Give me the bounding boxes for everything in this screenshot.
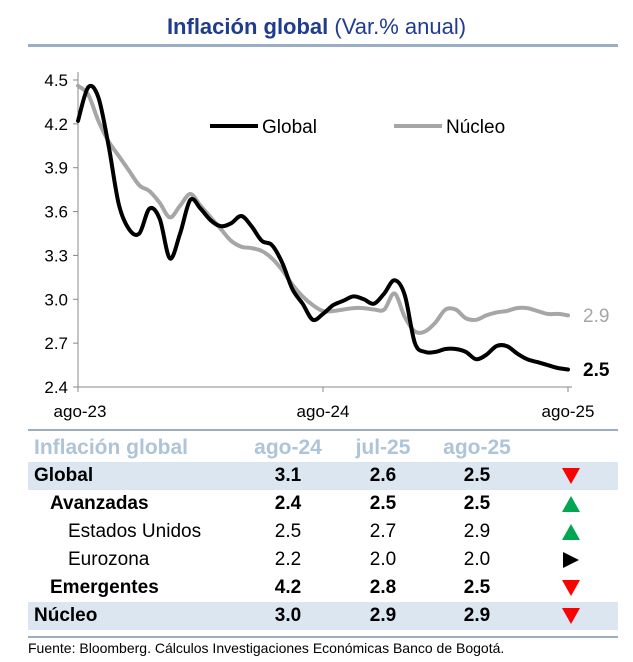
y-tick-label: 4.2: [44, 115, 68, 134]
y-tick-label: 2.7: [44, 334, 68, 353]
y-tick-label: 3.9: [44, 159, 68, 178]
row-value: 3.0: [274, 605, 302, 626]
y-tick-label: 2.4: [44, 378, 68, 397]
top-rule: [28, 44, 618, 47]
trend-down-icon: [524, 574, 618, 602]
table-row: Emergentes 4.2 2.8 2.5: [28, 574, 618, 602]
trend-flat-icon: [524, 546, 618, 574]
header-label: Inflación global: [34, 436, 189, 459]
row-value: 2.5: [369, 493, 397, 514]
row-value: 2.4: [274, 493, 302, 514]
row-value: 2.6: [369, 465, 397, 486]
row-value: 2.9: [463, 521, 491, 542]
row-value: 2.5: [463, 465, 491, 486]
trend-down-icon: [524, 602, 618, 630]
x-tick-label: ago-23: [54, 402, 107, 421]
trend-up-icon: [524, 490, 618, 518]
y-axis: 2.4 2.7 3.0 3.3 3.6 3.9 4.2 4.5: [44, 71, 79, 397]
table-row: Eurozona 2.2 2.0 2.0: [28, 546, 618, 574]
row-value: 4.2: [274, 577, 302, 598]
row-label: Eurozona: [68, 549, 150, 570]
x-tick-label: ago-24: [297, 402, 350, 421]
x-tick-label: ago-25: [542, 402, 595, 421]
series-nucleo-line: [76, 83, 570, 335]
row-value: 2.9: [463, 605, 491, 626]
end-label-global: 2.5: [583, 360, 610, 381]
row-label: Núcleo: [34, 605, 98, 626]
title-normal: (Var.% anual): [334, 14, 467, 39]
row-label: Estados Unidos: [68, 521, 202, 542]
end-label-nucleo: 2.9: [583, 306, 609, 327]
source-note: Fuente: Bloomberg. Cálculos Investigacio…: [28, 640, 505, 656]
table-row: Núcleo 3.0 2.9 2.9: [28, 602, 618, 630]
legend-nucleo-label: Núcleo: [446, 117, 505, 138]
row-value: 2.9: [369, 605, 397, 626]
table-row: Estados Unidos 2.5 2.7 2.9: [28, 518, 618, 546]
y-tick-label: 4.5: [44, 71, 68, 90]
row-value: 3.1: [274, 465, 302, 486]
row-label: Avanzadas: [50, 493, 149, 514]
header-ago25: ago-25: [443, 436, 511, 459]
row-value: 2.7: [369, 521, 397, 542]
row-label: Global: [34, 465, 94, 486]
chart-title: Inflación global (Var.% anual): [0, 14, 633, 40]
trend-up-icon: [524, 518, 618, 546]
row-value: 2.5: [463, 493, 491, 514]
row-value: 2.5: [274, 521, 302, 542]
title-bold: Inflación global: [166, 14, 329, 39]
y-tick-label: 3.0: [44, 290, 68, 309]
row-value: 2.0: [463, 549, 491, 570]
bottom-rule: [28, 636, 618, 638]
legend-global-label: Global: [262, 117, 317, 138]
line-chart: 2.42.73.03.33.63.94.24.5 ago-23 ago-24 ago…: [44, 71, 610, 421]
mid-rule: [28, 429, 618, 431]
header-jul25: jul-25: [355, 436, 411, 459]
trend-down-icon: [524, 462, 618, 490]
table-header: Inflación global ago-24 jul-25 ago-25: [28, 434, 618, 462]
row-value: 2.2: [274, 549, 302, 570]
header-ago24: ago-24: [254, 436, 322, 459]
row-value: 2.0: [369, 549, 397, 570]
y-tick-label: 3.6: [44, 203, 68, 222]
table-row: Avanzadas 2.4 2.5 2.5: [28, 490, 618, 518]
row-value: 2.8: [369, 577, 397, 598]
series-global-line: [76, 83, 570, 372]
row-label: Emergentes: [50, 577, 159, 598]
table-row: Global 3.1 2.6 2.5: [28, 462, 618, 490]
inflation-table: Inflación global ago-24 jul-25 ago-25 Gl…: [28, 434, 618, 630]
x-axis: ago-23 ago-24 ago-25: [54, 386, 595, 421]
chart-lines: [76, 83, 570, 372]
row-value: 2.5: [463, 577, 491, 598]
y-tick-label: 3.3: [44, 246, 68, 265]
legend: Global Núcleo: [210, 117, 505, 138]
